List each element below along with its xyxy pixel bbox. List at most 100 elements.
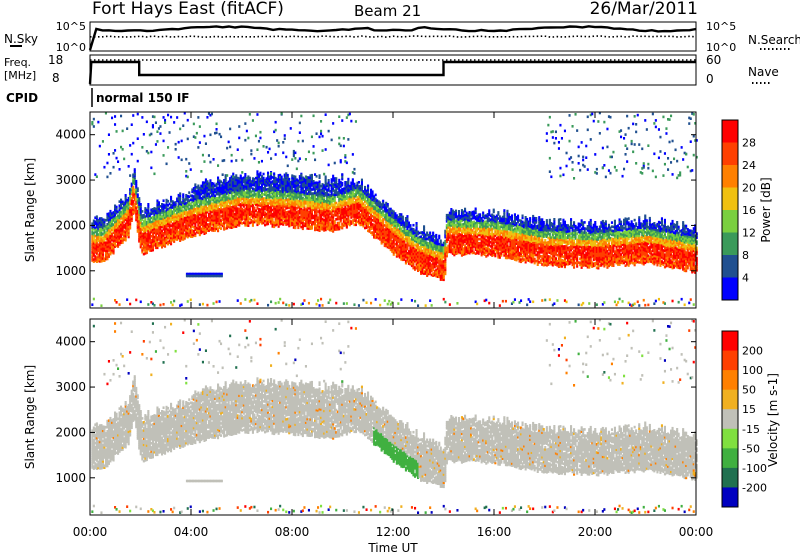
echo-cell bbox=[248, 186, 251, 190]
echo-cell bbox=[100, 245, 103, 249]
echo-cell bbox=[267, 187, 270, 191]
echo-cell bbox=[417, 304, 420, 307]
echo-cell bbox=[126, 223, 129, 226]
echo-cell bbox=[262, 205, 265, 208]
echo-cell bbox=[238, 197, 241, 201]
echo-cell bbox=[292, 222, 295, 225]
echo-cell bbox=[101, 222, 104, 226]
echo-cell bbox=[179, 206, 182, 210]
echo-cell bbox=[157, 238, 160, 241]
echo-cell bbox=[210, 216, 213, 220]
echo-cell bbox=[188, 162, 191, 165]
echo-cell bbox=[121, 200, 124, 204]
echo-cell bbox=[109, 214, 112, 217]
echo-cell bbox=[224, 176, 227, 179]
echo-cell bbox=[288, 198, 291, 201]
echo-cell bbox=[151, 244, 154, 248]
echo-cell bbox=[256, 201, 259, 204]
echo-cell bbox=[307, 301, 310, 305]
echo-cell bbox=[203, 220, 206, 223]
echo-cell bbox=[212, 219, 215, 222]
echo-cell bbox=[103, 241, 106, 244]
echo-cell bbox=[120, 210, 123, 214]
freq-left-label-2: [MHz] bbox=[4, 69, 36, 82]
echo-cell bbox=[138, 201, 141, 204]
echo-cell bbox=[256, 217, 259, 220]
echo-cell bbox=[171, 230, 174, 234]
echo-cell bbox=[239, 197, 242, 200]
echo-cell bbox=[176, 209, 179, 213]
echo-cell bbox=[165, 239, 168, 243]
echo-cell bbox=[214, 225, 217, 228]
echo-cell bbox=[136, 193, 139, 196]
echo-cell bbox=[139, 209, 142, 212]
echo-cell bbox=[236, 180, 239, 184]
echo-cell bbox=[180, 213, 183, 216]
echo-cell bbox=[289, 197, 292, 200]
echo-cell bbox=[248, 209, 251, 212]
echo-cell bbox=[185, 194, 188, 197]
echo-cell bbox=[127, 235, 130, 239]
echo-cell bbox=[118, 212, 121, 216]
echo-cell bbox=[104, 257, 107, 261]
echo-cell bbox=[206, 196, 209, 200]
echo-cell bbox=[203, 207, 206, 211]
echo-cell bbox=[233, 188, 236, 191]
echo-cell bbox=[182, 211, 185, 215]
echo-cell bbox=[101, 255, 104, 258]
echo-cell bbox=[157, 221, 160, 225]
echo-cell bbox=[185, 206, 188, 209]
echo-cell bbox=[251, 209, 254, 213]
echo-cell bbox=[292, 220, 295, 223]
echo-cell bbox=[245, 215, 248, 219]
echo-cell bbox=[235, 188, 238, 192]
echo-cell bbox=[224, 211, 227, 214]
echo-cell bbox=[291, 190, 294, 194]
echo-cell bbox=[283, 184, 286, 188]
echo-cell bbox=[221, 192, 224, 195]
echo-cell bbox=[229, 127, 232, 131]
echo-cell bbox=[251, 193, 254, 197]
echo-cell bbox=[200, 219, 203, 222]
echo-cell bbox=[171, 214, 174, 218]
echo-cell bbox=[268, 189, 271, 193]
echo-cell bbox=[256, 302, 259, 305]
echo-cell bbox=[227, 223, 230, 226]
echo-cell bbox=[288, 204, 291, 207]
echo-cell bbox=[333, 161, 336, 165]
echo-cell bbox=[203, 224, 206, 227]
echo-cell bbox=[150, 210, 153, 214]
echo-cell bbox=[174, 217, 177, 220]
echo-cell bbox=[247, 195, 250, 199]
echo-cell bbox=[95, 244, 98, 247]
echo-cell bbox=[192, 203, 195, 206]
echo-cell bbox=[153, 243, 156, 247]
echo-cell bbox=[353, 172, 356, 175]
echo-cell bbox=[253, 200, 256, 203]
echo-cell bbox=[186, 215, 189, 218]
echo-cell bbox=[257, 197, 260, 201]
echo-cell bbox=[209, 189, 212, 193]
echo-cell bbox=[223, 195, 226, 198]
echo-cell bbox=[115, 240, 118, 243]
echo-cell bbox=[285, 186, 288, 190]
echo-cell bbox=[95, 250, 98, 253]
echo-cell bbox=[218, 193, 221, 197]
echo-cell bbox=[144, 231, 147, 235]
echo-cell bbox=[106, 175, 109, 179]
echo-cell bbox=[161, 241, 164, 245]
echo-cell bbox=[279, 184, 282, 187]
echo-cell bbox=[247, 224, 250, 227]
echo-cell bbox=[289, 215, 292, 219]
echo-cell bbox=[280, 202, 283, 205]
echo-cell bbox=[95, 256, 98, 259]
echo-cell bbox=[180, 223, 183, 227]
echo-cell bbox=[220, 180, 223, 183]
echo-cell bbox=[142, 240, 145, 244]
echo-cell bbox=[120, 231, 123, 234]
echo-cell bbox=[235, 190, 238, 194]
echo-cell bbox=[148, 228, 151, 232]
echo-cell bbox=[109, 220, 112, 223]
echo-cell bbox=[188, 207, 191, 211]
echo-cell bbox=[238, 181, 241, 184]
